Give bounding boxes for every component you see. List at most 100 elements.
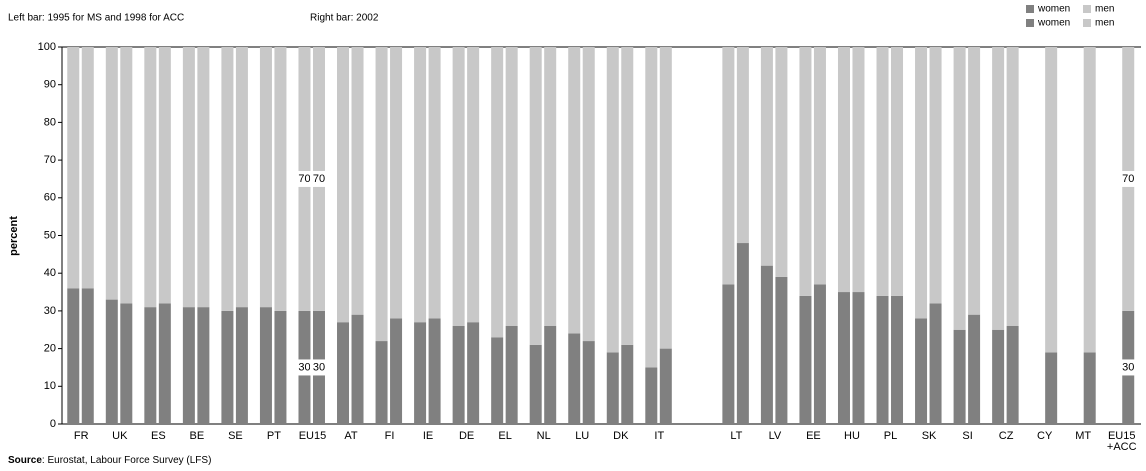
bar-segment [1006, 47, 1019, 326]
x-tick-label: MT [1075, 430, 1092, 442]
bar-segment [197, 307, 210, 424]
x-tick-label: EU15 [298, 430, 327, 442]
source-label: Source [8, 455, 42, 466]
bar-segment [67, 288, 80, 424]
bar-segment [390, 318, 403, 424]
legend-swatch [1083, 5, 1091, 13]
bar-segment [544, 47, 557, 326]
x-tick-label: PL [883, 430, 898, 442]
bar-segment [659, 348, 672, 424]
bar-segment [375, 47, 388, 342]
subtitle: Right bar: 2002 [310, 13, 379, 24]
bar-segment [158, 47, 171, 304]
bar-segment [259, 307, 272, 424]
bar-segment [645, 47, 658, 368]
data-label: 30 [313, 361, 325, 373]
x-tick-label: HU [844, 430, 860, 442]
bar-segment [568, 333, 581, 424]
bar-segment [891, 295, 904, 424]
label-box [309, 359, 328, 376]
y-tick-label: 50 [44, 229, 56, 241]
bar-segment [105, 299, 118, 424]
bar-segment [544, 325, 557, 424]
bar-segment [837, 292, 850, 424]
bar-segment [351, 47, 364, 315]
bar-segment [505, 47, 518, 326]
label-box [309, 170, 328, 187]
bar-segment [736, 243, 749, 424]
x-tick-label: IT [654, 430, 665, 442]
bar-segment [467, 322, 480, 424]
y-tick-label: 10 [44, 380, 56, 392]
bar-segment [235, 307, 248, 424]
bar-segment [337, 322, 350, 424]
data-label: 70 [1122, 173, 1134, 185]
bar-segment [452, 47, 465, 326]
bar-segment [775, 276, 788, 424]
bar-segment [992, 47, 1005, 330]
bar-segment [929, 303, 942, 424]
bar-segment [837, 47, 850, 293]
bar-segment [1045, 352, 1058, 424]
bar-segment [197, 47, 210, 308]
bar-segment [915, 318, 928, 424]
legend-swatch [1026, 19, 1034, 27]
bar-segment [891, 47, 904, 296]
bar-segment [221, 47, 234, 311]
x-tick-label: PT [266, 430, 281, 442]
bar-segment [582, 341, 595, 424]
bar-segment [799, 295, 812, 424]
bar-segment [760, 265, 773, 424]
bar-segment [491, 337, 504, 424]
bar-segment [760, 47, 773, 266]
legend-label: men [1095, 18, 1114, 29]
legend-label: men [1095, 4, 1114, 15]
x-tick-label: LT [730, 430, 743, 442]
bar-segment [813, 47, 826, 285]
bar-segment [105, 47, 118, 300]
bar-segment [852, 47, 865, 293]
y-tick-label: 0 [50, 418, 56, 430]
bar-segment [414, 322, 427, 424]
bar-segment [274, 47, 287, 311]
data-label: 30 [298, 361, 310, 373]
bar-segment [1006, 325, 1019, 424]
label-box [1119, 359, 1138, 376]
y-tick-label: 20 [44, 343, 56, 355]
bar-segment [158, 303, 171, 424]
bar-segment [775, 47, 788, 277]
bar-segment [953, 329, 966, 424]
label-box [295, 170, 314, 187]
bar-segment [568, 47, 581, 334]
x-tick-label: EL [498, 430, 512, 442]
label-box [295, 359, 314, 376]
y-tick-label: 30 [44, 305, 56, 317]
bar-segment [144, 307, 157, 424]
bar-segment [120, 303, 133, 424]
bar-segment [120, 47, 133, 304]
x-tick-label: CY [1037, 430, 1053, 442]
legend-swatch [1026, 5, 1034, 13]
bar-segment [529, 47, 542, 345]
bar-segment [390, 47, 403, 319]
bar-segment [81, 47, 94, 289]
bar-segment [452, 325, 465, 424]
bar-segment [799, 47, 812, 296]
bar-segment [606, 352, 619, 424]
bar-segment [467, 47, 480, 323]
bar-segment [529, 344, 542, 424]
bar-segment [505, 325, 518, 424]
bar-segment [235, 47, 248, 308]
x-tick-label: BE [189, 430, 205, 442]
bar-segment [1083, 47, 1096, 353]
x-tick-label: DK [613, 430, 629, 442]
bar-segment [337, 47, 350, 323]
bar-segment [582, 47, 595, 342]
bar-segment [182, 307, 195, 424]
bar-segment [1083, 352, 1096, 424]
bar-segment [645, 367, 658, 424]
x-tick-label: SI [962, 430, 973, 442]
bar-segment [259, 47, 272, 308]
y-tick-label: 70 [44, 154, 56, 166]
